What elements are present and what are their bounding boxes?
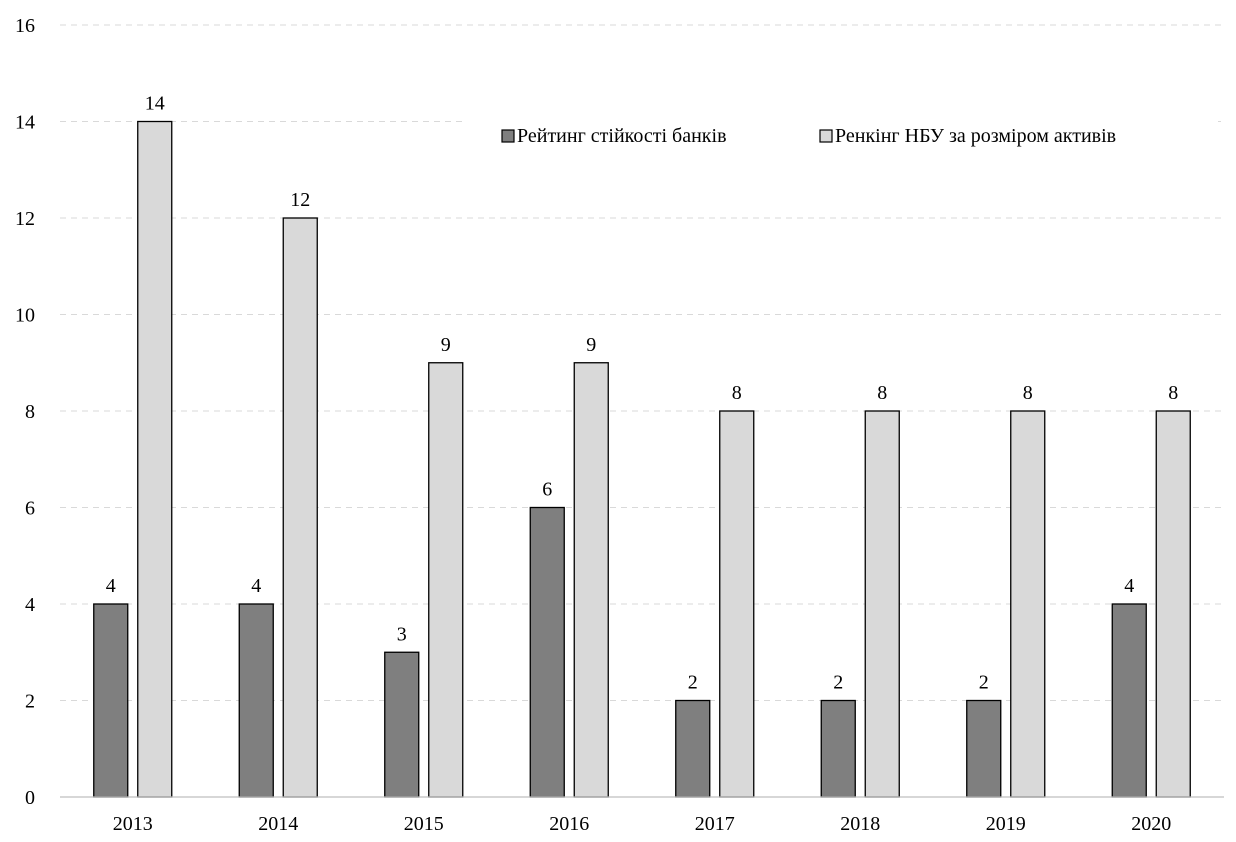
- data-label: 8: [1023, 382, 1033, 404]
- data-label: 4: [106, 575, 116, 597]
- x-tick-label: 2014: [258, 813, 298, 835]
- y-tick-label: 8: [25, 401, 35, 423]
- y-tick-label: 2: [25, 691, 35, 713]
- data-label: 8: [877, 382, 887, 404]
- x-tick-label: 2016: [549, 813, 589, 835]
- y-tick-label: 0: [25, 787, 35, 809]
- data-label: 2: [979, 672, 989, 694]
- bar-series-1: [820, 699, 856, 798]
- y-tick-label: 6: [25, 498, 35, 520]
- y-tick-label: 12: [15, 208, 35, 230]
- y-tick-label: 14: [15, 112, 35, 134]
- data-label: 3: [397, 623, 407, 645]
- y-tick-label: 4: [25, 594, 35, 616]
- data-label: 8: [1168, 382, 1178, 404]
- x-tick-label: 2019: [986, 813, 1026, 835]
- x-tick-label: 2013: [113, 813, 153, 835]
- legend-swatch: [501, 129, 515, 143]
- bars: [93, 120, 1191, 798]
- bar-series-2: [428, 362, 464, 798]
- bar-series-2: [137, 120, 173, 798]
- legend-background: [462, 112, 1218, 162]
- bar-series-2: [864, 410, 900, 798]
- data-label: 2: [688, 672, 698, 694]
- data-label: 4: [251, 575, 261, 597]
- bar-series-2: [573, 362, 609, 798]
- bar-series-1: [675, 699, 711, 798]
- data-label: 2: [833, 672, 843, 694]
- bar-series-1: [384, 651, 420, 798]
- data-label: 4: [1124, 575, 1134, 597]
- data-label: 14: [145, 93, 165, 115]
- bar-series-2: [282, 217, 318, 798]
- legend-label: Рейтинг стійкості банків: [517, 125, 727, 147]
- data-label: 12: [290, 189, 310, 211]
- data-label: 9: [586, 334, 596, 356]
- legend-swatch: [819, 129, 833, 143]
- bar-series-2: [1010, 410, 1046, 798]
- bar-series-1: [93, 603, 129, 798]
- data-labels: 4 14 4 12 3 9 6 9 2 8 2 8 2 8 4 8: [106, 93, 1179, 694]
- x-tick-label: 2017: [695, 813, 735, 835]
- y-tick-label: 10: [15, 305, 35, 327]
- data-label: 9: [441, 334, 451, 356]
- bar-series-2: [1155, 410, 1191, 798]
- x-tick-label: 2020: [1131, 813, 1171, 835]
- legend: Рейтинг стійкості банків Ренкінг НБУ за р…: [462, 112, 1218, 162]
- x-tick-label: 2018: [840, 813, 880, 835]
- bar-series-1: [238, 603, 274, 798]
- bar-series-1: [966, 699, 1002, 798]
- bar-series-2: [719, 410, 755, 798]
- legend-label: Ренкінг НБУ за розміром активів: [835, 125, 1116, 147]
- axes: 0 2 4 6 8 10 12 14 16 2013 2014 2015 2016 2017 2018 201…: [15, 15, 1224, 835]
- bar-series-1: [529, 506, 565, 798]
- bar-series-1: [1111, 603, 1147, 798]
- y-tick-label: 16: [15, 15, 35, 37]
- x-tick-label: 2015: [404, 813, 444, 835]
- data-label: 6: [542, 479, 552, 501]
- data-label: 8: [732, 382, 742, 404]
